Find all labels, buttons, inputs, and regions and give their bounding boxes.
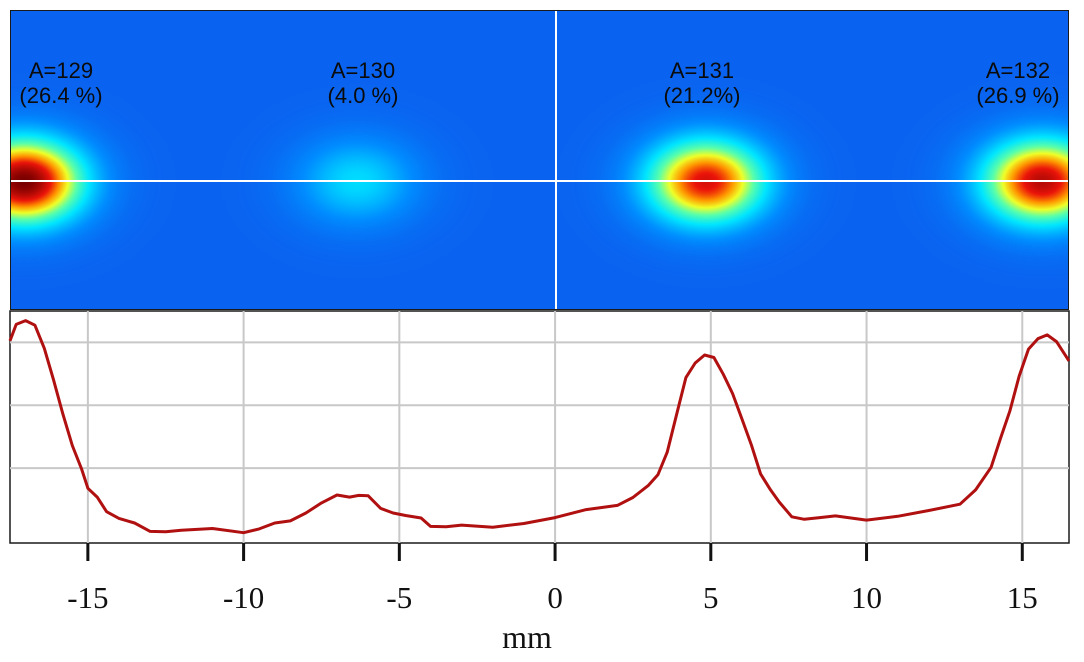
peak-mass-label: A=131 <box>669 58 735 83</box>
grid <box>10 311 1069 543</box>
peak-label-a130: A=130 (4.0 %) <box>328 58 399 108</box>
peak-mass-label: A=130 <box>330 58 396 83</box>
peak-label-a129: A=129 (26.4 %) <box>19 58 102 108</box>
crosshair-vertical <box>555 11 558 309</box>
peak-mass-label: A=132 <box>985 58 1051 83</box>
peak-percent-label: (21.2%) <box>663 83 741 108</box>
x-tick-label: 5 <box>703 580 719 615</box>
x-tick-label: 0 <box>547 580 563 615</box>
x-axis-label: mm <box>502 619 552 655</box>
profile-series-line <box>8 319 1071 535</box>
peak-label-a132: A=132 (26.9 %) <box>976 58 1059 108</box>
x-tick-label: 15 <box>1007 580 1038 615</box>
peak-mass-label: A=129 <box>28 58 94 83</box>
heatmap-panel: A=129 (26.4 %) A=130 (4.0 %) A=131 (21.2… <box>10 10 1069 310</box>
peak-percent-label: (26.4 %) <box>19 83 103 108</box>
crosshair-horizontal <box>11 180 1068 182</box>
plot-area <box>9 310 1070 544</box>
x-tick-label: -10 <box>223 580 264 615</box>
heatmap-image <box>11 11 1068 309</box>
x-tick-label: 10 <box>851 580 882 615</box>
peak-percent-label: (4.0 %) <box>327 83 399 108</box>
x-axis: -15 -10 -5 0 5 10 15 <box>67 543 1038 615</box>
peak-percent-label: (26.9 %) <box>976 83 1060 108</box>
x-tick-label: -15 <box>67 580 108 615</box>
x-tick-label: -5 <box>386 580 412 615</box>
peak-label-a131: A=131 (21.2%) <box>663 58 740 108</box>
